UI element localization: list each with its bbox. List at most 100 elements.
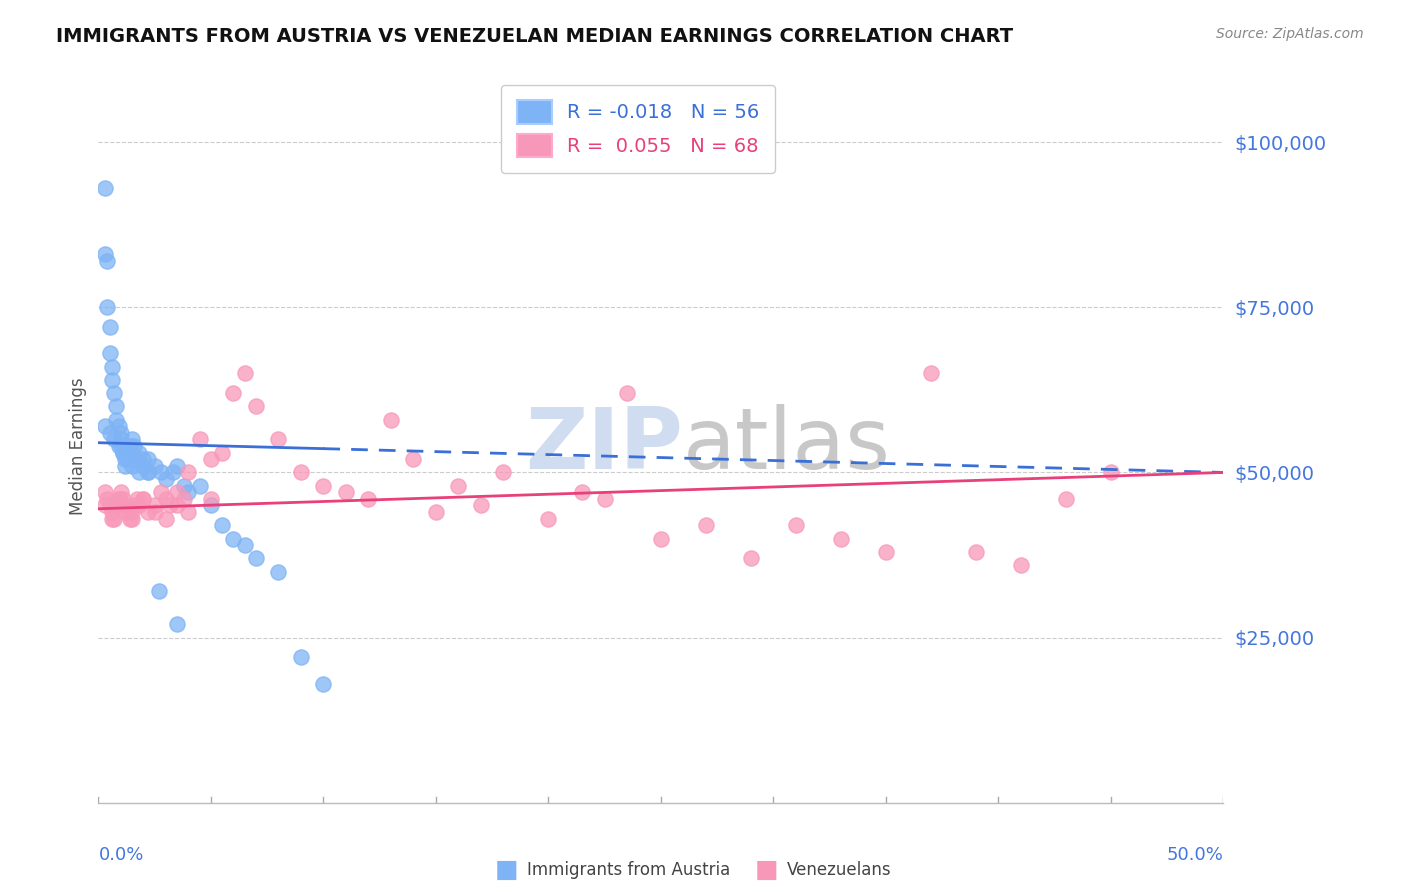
Point (162, 466, 184, 480)
Point (114, 458, 136, 473)
Point (101, 505, 124, 519)
Point (125, 452, 148, 467)
Point (245, 551, 267, 566)
Point (148, 584, 170, 599)
Point (1099, 466, 1122, 480)
Point (96, 491, 118, 506)
Point (312, 478, 335, 492)
Point (121, 505, 143, 519)
Point (121, 433, 143, 447)
Text: 0.0%: 0.0% (98, 846, 143, 863)
Point (177, 505, 200, 519)
Point (136, 466, 159, 480)
Point (166, 617, 188, 632)
Point (96, 300, 118, 314)
Point (335, 485, 357, 500)
Point (103, 386, 125, 401)
Point (143, 458, 166, 473)
Point (233, 367, 256, 381)
Point (177, 485, 200, 500)
Point (103, 433, 125, 447)
Point (110, 439, 132, 453)
Point (121, 511, 143, 525)
Point (107, 439, 129, 453)
Point (132, 452, 155, 467)
Point (740, 551, 762, 566)
Point (94, 485, 117, 500)
Point (173, 491, 195, 506)
Point (114, 452, 136, 467)
Point (94, 247, 117, 261)
Point (222, 532, 245, 546)
Point (1054, 491, 1077, 506)
Point (110, 485, 132, 500)
Point (616, 386, 638, 401)
Point (96, 254, 118, 268)
Point (200, 452, 222, 467)
Point (101, 359, 124, 374)
Point (112, 445, 135, 459)
Point (143, 499, 166, 513)
Point (593, 491, 616, 506)
Point (159, 499, 181, 513)
Point (101, 511, 124, 525)
Point (124, 439, 146, 453)
Point (290, 466, 312, 480)
Text: ■: ■ (755, 858, 778, 881)
Point (94, 499, 117, 513)
Legend: R = -0.018   N = 56, R =  0.055   N = 68: R = -0.018 N = 56, R = 0.055 N = 68 (502, 85, 775, 173)
Point (166, 499, 188, 513)
Text: 50.0%: 50.0% (1167, 846, 1223, 863)
Point (107, 491, 129, 506)
Point (107, 419, 129, 434)
Point (447, 478, 470, 492)
Point (114, 499, 136, 513)
Point (136, 452, 159, 467)
Point (425, 505, 447, 519)
Point (98, 346, 121, 360)
Point (110, 425, 132, 440)
Text: Immigrants from Austria: Immigrants from Austria (527, 861, 731, 879)
Point (118, 439, 141, 453)
Point (920, 367, 942, 381)
Point (121, 458, 143, 473)
Point (173, 478, 195, 492)
Point (105, 400, 128, 414)
Text: Source: ZipAtlas.com: Source: ZipAtlas.com (1216, 27, 1364, 41)
Point (188, 478, 211, 492)
Point (114, 505, 136, 519)
Point (132, 458, 155, 473)
Point (143, 505, 166, 519)
Point (875, 545, 897, 559)
Point (571, 485, 593, 500)
Point (177, 466, 200, 480)
Point (94, 181, 117, 195)
Point (233, 538, 256, 552)
Point (188, 433, 211, 447)
Point (94, 419, 117, 434)
Point (166, 485, 188, 500)
Point (357, 491, 380, 506)
Point (267, 565, 290, 579)
Point (211, 518, 233, 533)
Point (118, 511, 141, 525)
Point (312, 677, 335, 691)
Point (155, 511, 177, 525)
Point (222, 386, 245, 401)
Point (98, 499, 121, 513)
Point (650, 532, 672, 546)
Point (695, 518, 717, 533)
Point (245, 400, 267, 414)
Point (98, 425, 121, 440)
Point (125, 491, 148, 506)
Point (200, 499, 222, 513)
Text: Venezuelans: Venezuelans (787, 861, 891, 879)
Point (492, 466, 515, 480)
Point (965, 545, 987, 559)
Point (211, 445, 233, 459)
Point (103, 511, 125, 525)
Point (155, 491, 177, 506)
Point (150, 485, 173, 500)
Point (136, 505, 159, 519)
Point (150, 466, 173, 480)
